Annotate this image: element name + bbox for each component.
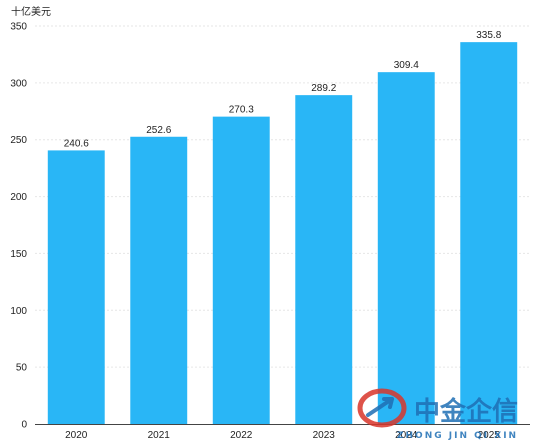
y-tick-label: 200 bbox=[10, 192, 27, 203]
y-tick-label: 250 bbox=[10, 135, 27, 146]
watermark-emblem-icon bbox=[357, 388, 407, 428]
watermark-brand-text: 中金企信 bbox=[414, 396, 518, 427]
x-tick-label: 2021 bbox=[148, 430, 171, 441]
y-tick-label: 100 bbox=[10, 306, 27, 317]
y-axis-ticks: 0 50 100 150 200 250 300 350 bbox=[10, 22, 27, 431]
x-tick-label: 2024 bbox=[395, 430, 418, 441]
gridlines bbox=[35, 25, 530, 368]
x-tick-label: 2020 bbox=[65, 430, 88, 441]
y-tick-label: 0 bbox=[21, 420, 27, 431]
data-label-2025: 335.8 bbox=[476, 30, 501, 41]
y-tick-label: 350 bbox=[10, 22, 27, 33]
bar-2021 bbox=[130, 136, 188, 424]
y-axis-unit-label: 十亿美元 bbox=[11, 5, 51, 18]
y-tick-label: 50 bbox=[16, 363, 28, 374]
data-label-2023: 289.2 bbox=[311, 83, 336, 94]
data-label-2022: 270.3 bbox=[229, 105, 254, 116]
watermark-pinyin-text: ZHONG JIN QI XIN bbox=[397, 431, 518, 441]
y-tick-label: 300 bbox=[10, 78, 27, 89]
bars bbox=[47, 42, 518, 425]
y-tick-label: 150 bbox=[10, 249, 27, 260]
data-label-2020: 240.6 bbox=[64, 138, 89, 149]
bar-2023 bbox=[295, 95, 353, 425]
data-labels: 240.6 252.6 270.3 289.2 309.4 335.8 bbox=[64, 30, 502, 149]
data-label-2024: 309.4 bbox=[394, 60, 419, 71]
x-tick-label: 2023 bbox=[313, 430, 336, 441]
watermark-logo: 中金企信 ZHONG JIN QI XIN bbox=[357, 388, 518, 441]
x-axis-ticks: 2020 2021 2022 2023 2024 2025 bbox=[65, 430, 500, 441]
x-tick-label: 2022 bbox=[230, 430, 253, 441]
bar-2024 bbox=[377, 72, 435, 424]
data-label-2021: 252.6 bbox=[146, 125, 171, 136]
x-tick-label: 2025 bbox=[478, 430, 501, 441]
bar-2025 bbox=[460, 42, 518, 424]
bar-2022 bbox=[212, 116, 270, 425]
bar-2020 bbox=[47, 150, 105, 424]
